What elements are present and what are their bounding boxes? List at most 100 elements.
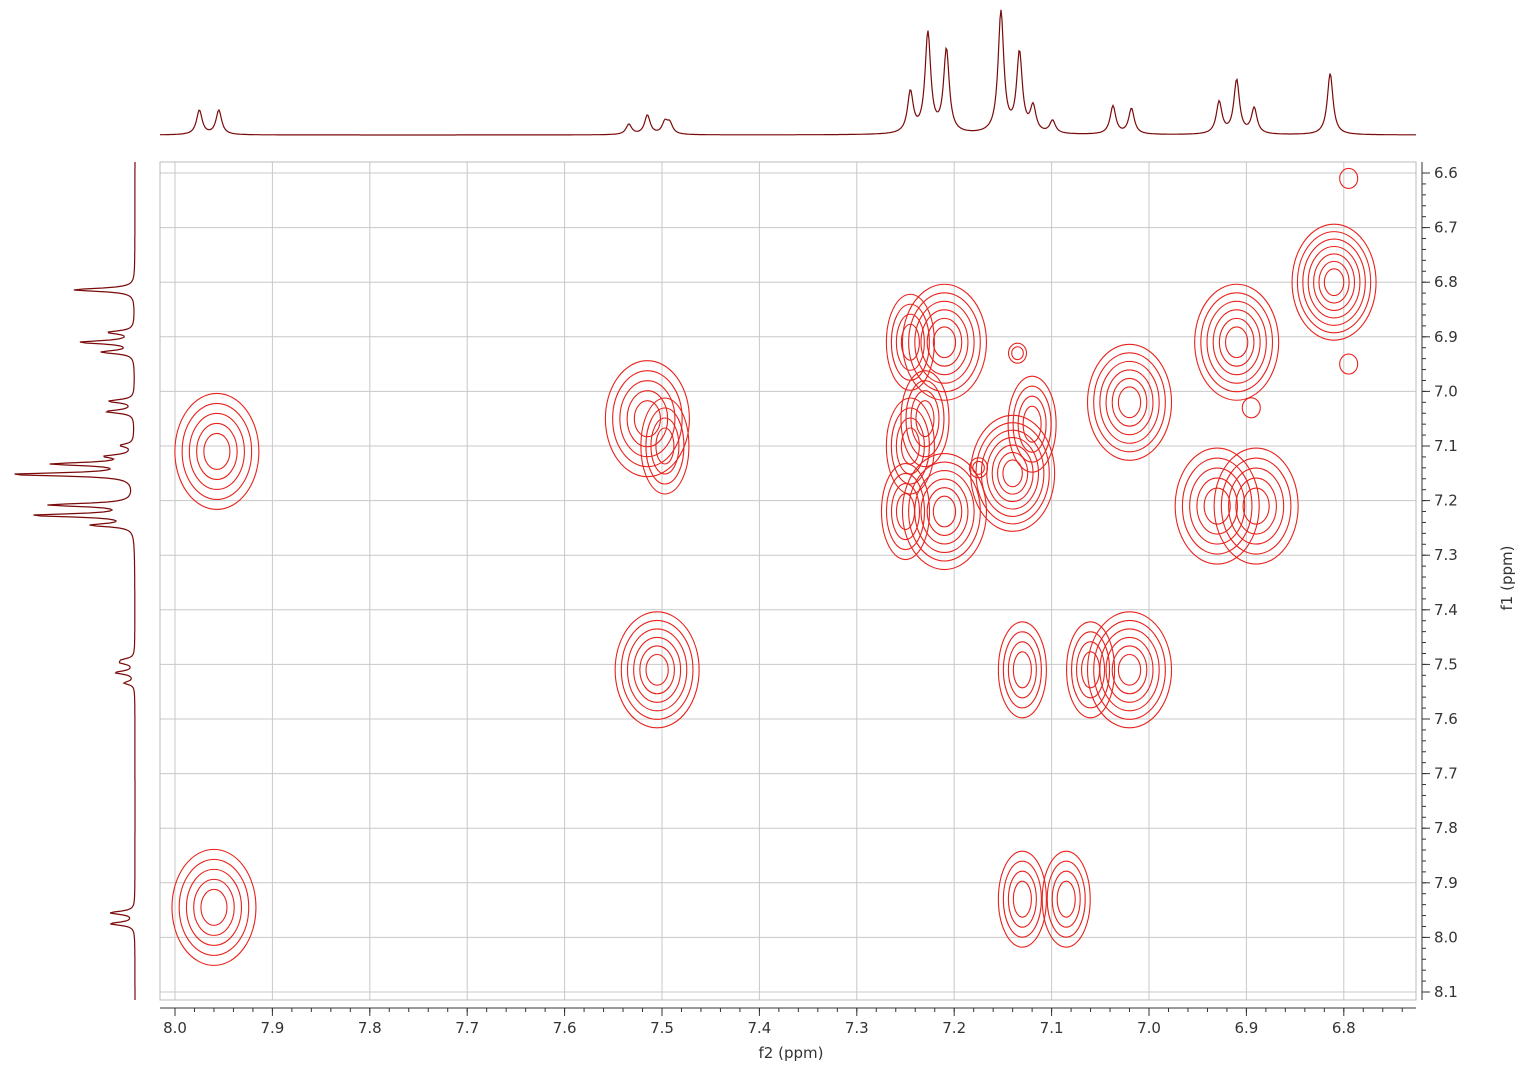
contour-level [970,414,1056,532]
contour-level [1220,457,1292,555]
contour-level [1086,611,1173,729]
contour-level [1056,880,1076,918]
grid-lines [160,162,1416,1000]
contour-level [1189,467,1246,545]
y-tick-label: 8.0 [1434,928,1458,946]
contour-level [1206,300,1267,384]
contour-level [1323,268,1345,297]
contour-level [1086,343,1173,461]
contour-level [1339,353,1359,375]
contour-level [645,653,669,686]
contour-level [900,370,950,468]
y-tick-label: 7.1 [1434,437,1458,455]
y-axis-label: f1 (ppm) [1498,546,1516,611]
contour-level [620,619,694,720]
contour-level [926,317,963,367]
contour-level [885,293,935,391]
contour-level [171,848,257,966]
contour-level [1007,870,1037,928]
contour-level [890,303,930,381]
contour-level [932,326,957,359]
top-projection [160,9,1416,136]
contour-level [890,482,921,541]
contour-level [908,461,981,562]
contour-level [968,457,989,479]
y-tick-label: 6.7 [1434,219,1458,237]
contour-level [1099,628,1160,712]
contour-level [1307,245,1361,319]
contour-level [633,636,682,703]
contour-level [920,309,969,376]
contour-level [1012,651,1032,689]
contour-level [997,621,1047,719]
contour-level [1296,231,1372,334]
contour-level [193,878,235,936]
y-axis: 6.6 6.7 6.8 6.9 7.0 7.1 7.2 7.3 7.4 7.5 7.6 7.7 7.8 7… [1421,162,1458,1001]
contour-level [1318,260,1350,304]
top-projection-trace [160,9,1416,136]
contour-level [1218,317,1255,367]
contour-level [895,417,925,475]
contour-layer [171,167,1377,966]
contour-level [612,370,683,468]
x-tick-label: 7.9 [260,1019,284,1037]
contour-level [997,451,1029,495]
contour-level [1011,346,1024,361]
contour-level [178,858,250,956]
contour-level [200,888,228,926]
contour-level [1002,860,1042,938]
y-tick-label: 8.1 [1434,983,1458,1001]
x-tick-label: 7.4 [747,1019,771,1037]
contour-level [619,380,676,458]
contour-level [1017,395,1047,453]
contour-level [639,645,675,695]
y-tick-label: 7.3 [1434,546,1458,564]
contour-level [1111,377,1148,427]
x-tick-label: 7.8 [358,1019,382,1037]
contour-level [604,360,690,478]
contour-level [1007,375,1057,473]
contour-level [932,495,957,528]
contour-level [1046,860,1086,938]
contour-level [614,611,700,729]
contour-level [1105,636,1154,703]
x-tick-label: 7.2 [942,1019,966,1037]
contour-level [1022,405,1042,443]
x-tick-label: 7.6 [553,1019,577,1037]
contour-level [1105,369,1154,436]
contour-level [895,313,925,371]
y-tick-label: 7.6 [1434,710,1458,728]
plot-frame [159,161,1417,1001]
contour-level [640,397,690,495]
left-projection [14,162,136,1000]
contour-level [1117,386,1142,419]
contour-level [1111,645,1148,695]
y-tick-label: 6.9 [1434,328,1458,346]
contour-level [1203,487,1231,525]
contour-level [1071,631,1111,709]
x-tick-label: 7.1 [1040,1019,1064,1037]
x-tick-label: 7.0 [1137,1019,1161,1037]
y-tick-label: 7.9 [1434,874,1458,892]
contour-level [645,407,685,485]
contour-level [1224,326,1249,359]
contour-level [920,478,969,545]
contour-level [972,460,985,475]
contour-level [905,380,945,458]
contour-level [1002,459,1023,488]
contour-level [1066,621,1116,719]
contour-level [900,323,920,361]
contour-level [185,868,243,946]
y-tick-label: 7.5 [1434,655,1458,673]
contour-level [196,422,238,481]
contour-level [1007,342,1028,364]
contour-level [1242,487,1270,525]
contour-level [1200,292,1274,393]
contour-level [914,470,975,554]
left-projection-trace [14,162,136,1000]
y-tick-label: 7.4 [1434,601,1458,619]
contour-level [188,412,245,491]
y-tick-label: 6.6 [1434,164,1458,182]
contour-level [1194,283,1280,401]
